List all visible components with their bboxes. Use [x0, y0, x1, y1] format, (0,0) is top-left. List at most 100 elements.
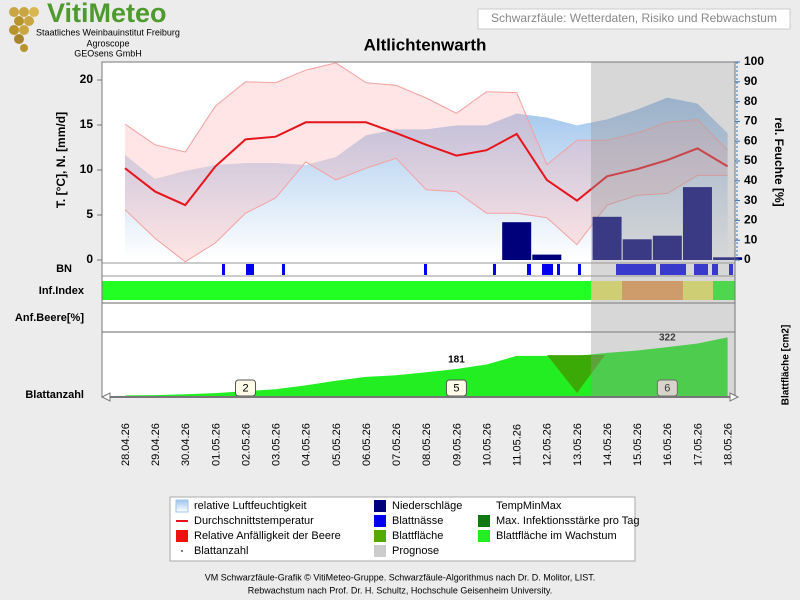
legend-label: Niederschläge: [392, 500, 462, 512]
chart-title: Altlichtenwarth: [364, 35, 487, 54]
y2-tick-label: 10: [744, 232, 758, 246]
y-tick-label: 20: [80, 72, 94, 86]
y2-tick-label: 30: [744, 193, 758, 207]
legend-label: Max. Infektionsstärke pro Tag: [496, 515, 639, 527]
legend-swatch: [374, 500, 386, 512]
y3-axis-label: Blattfläche [cm2]: [781, 325, 792, 406]
y2-tick-label: 80: [744, 94, 758, 108]
legend-items: relative Luftfeuchtigkeit Durchschnittste…: [175, 499, 639, 557]
leaf-count-label: 2: [242, 382, 248, 394]
y-axis-label: T. [°C], N. [mm/d]: [54, 112, 68, 208]
y2-tick-label: 60: [744, 133, 758, 147]
x-tick-label: 04.05.26: [301, 423, 313, 466]
legend-label: TempMinMax: [496, 500, 562, 512]
temp-line: [124, 121, 729, 207]
rows: BN Inf.Index Anf.Beere[%] Blattanzahl: [15, 262, 736, 401]
logo: VitiMeteo Staatliches Weinbauinstitut Fr…: [9, 0, 180, 58]
x-tick-label: 02.05.26: [240, 423, 252, 466]
x-tick-label: 09.05.26: [451, 423, 463, 466]
leaf-count-label: 6: [664, 382, 670, 394]
x-tick-label: 13.05.26: [572, 423, 584, 466]
leaf-area-label: 322: [659, 333, 676, 344]
row-label: Blattanzahl: [25, 389, 84, 401]
x-tick-label: 11.05.26: [512, 424, 524, 466]
legend-label: Blattanzahl: [194, 545, 248, 557]
legend-label: Blattfläche: [392, 530, 443, 542]
x-tick-label: 16.05.26: [662, 423, 674, 466]
x-tick-label: 15.05.26: [632, 423, 644, 466]
y2-tick-label: 70: [744, 114, 758, 128]
inf-index: [622, 281, 683, 300]
inf-index: [713, 281, 735, 300]
leaf-area-label: 181: [448, 355, 465, 366]
temp-band: [125, 62, 728, 262]
legend: [169, 496, 636, 562]
precip-bar: [682, 187, 712, 260]
prognosis-region: [591, 62, 735, 397]
legend-swatch: [374, 545, 386, 557]
logo-line: Agroscope: [86, 38, 129, 48]
y2-tick-label: 0: [744, 252, 751, 266]
header: Schwarzfäule: Wetterdaten, Risiko und Re…: [491, 11, 777, 25]
y-tick-label: 10: [80, 162, 94, 176]
legend-label: Prognose: [392, 545, 439, 557]
row-label: Anf.Beere[%]: [15, 312, 84, 324]
y2-tick-label: 100: [744, 54, 764, 68]
x-tick-label: 08.05.26: [421, 423, 433, 466]
x-tick-label: 06.05.26: [361, 423, 373, 466]
max-infection: [547, 355, 605, 393]
temp-max-line: [124, 62, 728, 166]
leaf-count-label: 5: [453, 382, 459, 394]
legend-label: Durchschnittstemperatur: [194, 515, 314, 527]
legend-label: relative Luftfeuchtigkeit: [194, 500, 307, 512]
data-layer: 181 322 2 5 6: [124, 62, 743, 397]
precip-bar: [532, 254, 562, 260]
humidity-area: [125, 97, 728, 260]
x-tick-label: 01.05.26: [210, 423, 222, 466]
precip-bar: [592, 216, 622, 260]
legend-swatch: [176, 530, 188, 542]
logo-name: VitiMeteo: [47, 0, 167, 28]
legend-swatch: [181, 550, 183, 552]
inf-index: [591, 281, 622, 300]
precip-bar: [713, 257, 743, 260]
inf-index: [683, 281, 713, 300]
y-tick-label: 0: [86, 252, 93, 266]
x-tick-label: 28.04.26: [120, 423, 132, 466]
footer: Rebwachstum nach Prof. Dr. H. Schultz, H…: [248, 585, 552, 595]
legend-swatch: [478, 530, 490, 542]
logo-line: Staatliches Weinbauinstitut Freiburg: [36, 27, 180, 37]
precip-bar: [502, 222, 532, 260]
y2-tick-label: 40: [744, 173, 758, 187]
x-tick-label: 12.05.26: [542, 423, 554, 466]
y-tick-label: 5: [86, 207, 93, 221]
x-tick-label: 05.05.26: [331, 423, 343, 466]
legend-label: Relative Anfälligkeit der Beere: [194, 530, 341, 542]
x-tick-label: 17.05.26: [692, 423, 704, 466]
x-axis-arrow: [100, 392, 740, 402]
legend-swatch: [175, 499, 189, 513]
x-tick-label: 30.04.26: [180, 423, 192, 466]
precip-bar: [622, 239, 652, 260]
y2-tick-label: 50: [744, 153, 758, 167]
footer: VM Schwarzfäule-Grafik © VitiMeteo-Grupp…: [205, 572, 596, 582]
row-label: BN: [56, 263, 72, 275]
x-tick-label: 03.05.26: [271, 423, 283, 466]
y2-tick-label: 20: [744, 213, 758, 227]
x-tick-label: 29.04.26: [150, 423, 162, 466]
row-label: Inf.Index: [39, 285, 85, 297]
legend-label: Blattnässe: [392, 515, 443, 527]
y2-axis-label: rel. Feuchte [%]: [772, 117, 786, 206]
x-tick-label: 10.05.26: [481, 423, 493, 466]
legend-swatch: [478, 515, 490, 527]
inf-index: [102, 281, 591, 300]
x-tick-label: 07.05.26: [391, 423, 403, 466]
legend-swatch: [374, 515, 386, 527]
y2-tick-label: 90: [744, 74, 758, 88]
x-tick-label: 14.05.26: [602, 423, 614, 466]
x-tick-label: 18.05.26: [723, 423, 735, 466]
bn-marks: [222, 264, 733, 275]
legend-swatch: [374, 530, 386, 542]
temp-min-line: [124, 157, 728, 263]
